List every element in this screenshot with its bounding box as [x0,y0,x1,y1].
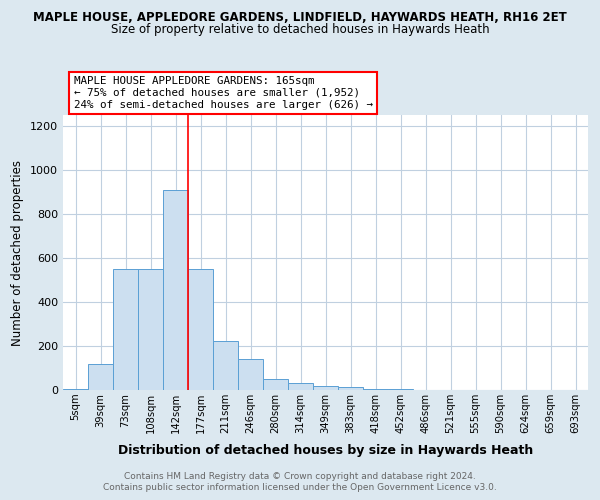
Bar [363,389,388,390]
Bar [188,269,213,390]
Text: Contains HM Land Registry data © Crown copyright and database right 2024.: Contains HM Land Registry data © Crown c… [124,472,476,481]
Text: Contains public sector information licensed under the Open Government Licence v3: Contains public sector information licen… [103,484,497,492]
Bar [238,359,263,390]
Text: MAPLE HOUSE APPLEDORE GARDENS: 165sqm
← 75% of detached houses are smaller (1,95: MAPLE HOUSE APPLEDORE GARDENS: 165sqm ← … [74,76,373,110]
Bar [63,389,88,390]
Bar [263,378,288,390]
Bar [338,388,363,390]
Bar [288,383,313,390]
Bar [388,389,413,390]
Bar [88,364,113,390]
Bar [113,269,138,390]
X-axis label: Distribution of detached houses by size in Haywards Heath: Distribution of detached houses by size … [118,444,533,458]
Bar [313,386,338,390]
Text: MAPLE HOUSE, APPLEDORE GARDENS, LINDFIELD, HAYWARDS HEATH, RH16 2ET: MAPLE HOUSE, APPLEDORE GARDENS, LINDFIEL… [33,11,567,24]
Y-axis label: Number of detached properties: Number of detached properties [11,160,25,346]
Bar [163,190,188,390]
Bar [138,269,163,390]
Text: Size of property relative to detached houses in Haywards Heath: Size of property relative to detached ho… [110,24,490,36]
Bar [213,340,238,390]
